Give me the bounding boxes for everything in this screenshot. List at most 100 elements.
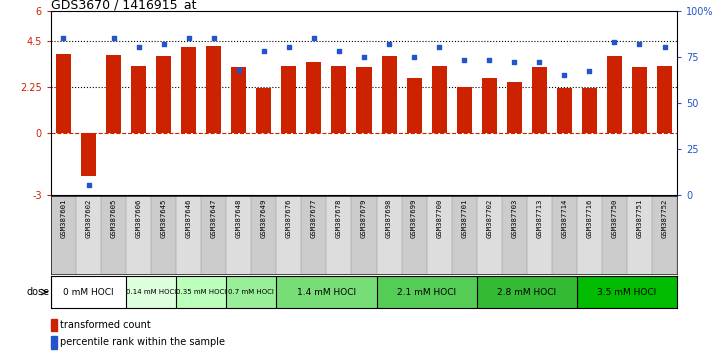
Bar bbox=[627, 196, 652, 274]
Point bbox=[158, 41, 170, 47]
Bar bbox=[507, 82, 522, 133]
Bar bbox=[51, 196, 76, 274]
Point bbox=[308, 35, 320, 41]
Text: GSM387601: GSM387601 bbox=[60, 199, 66, 238]
Text: GSM387750: GSM387750 bbox=[612, 199, 617, 238]
Text: GSM387606: GSM387606 bbox=[135, 199, 142, 238]
Bar bbox=[181, 47, 197, 133]
Text: GSM387702: GSM387702 bbox=[486, 199, 492, 238]
Bar bbox=[432, 66, 447, 133]
Bar bbox=[502, 196, 527, 274]
Bar bbox=[131, 66, 146, 133]
Point bbox=[659, 45, 670, 50]
Bar bbox=[357, 67, 371, 133]
Text: GSM387700: GSM387700 bbox=[436, 199, 442, 238]
Bar bbox=[201, 196, 226, 274]
Bar bbox=[352, 196, 376, 274]
Bar bbox=[277, 196, 301, 274]
Bar bbox=[406, 78, 422, 133]
Bar bbox=[456, 87, 472, 133]
Text: GSM387647: GSM387647 bbox=[210, 199, 217, 238]
Bar bbox=[477, 276, 577, 308]
Point bbox=[208, 35, 220, 41]
Bar bbox=[657, 66, 672, 133]
Text: GSM387699: GSM387699 bbox=[411, 199, 417, 238]
Text: GSM387649: GSM387649 bbox=[261, 199, 267, 238]
Point bbox=[58, 35, 69, 41]
Text: GSM387605: GSM387605 bbox=[111, 199, 116, 238]
Bar bbox=[126, 196, 151, 274]
Point bbox=[633, 41, 645, 47]
Text: transformed count: transformed count bbox=[60, 320, 151, 330]
Text: GDS3670 / 1416915_at: GDS3670 / 1416915_at bbox=[51, 0, 197, 11]
Point bbox=[358, 54, 370, 59]
Text: GSM387716: GSM387716 bbox=[586, 199, 593, 238]
Point bbox=[558, 72, 570, 78]
Point bbox=[584, 69, 596, 74]
Text: GSM387701: GSM387701 bbox=[461, 199, 467, 238]
Text: 1.4 mM HOCl: 1.4 mM HOCl bbox=[297, 287, 356, 297]
Bar bbox=[427, 196, 451, 274]
Bar bbox=[101, 196, 126, 274]
Text: GSM387714: GSM387714 bbox=[561, 199, 567, 238]
Bar bbox=[607, 56, 622, 133]
Bar bbox=[552, 196, 577, 274]
Text: GSM387677: GSM387677 bbox=[311, 199, 317, 238]
Bar bbox=[482, 78, 496, 133]
Bar bbox=[51, 336, 58, 349]
Point bbox=[83, 183, 95, 188]
Text: GSM387676: GSM387676 bbox=[286, 199, 292, 238]
Bar bbox=[51, 276, 126, 308]
Point bbox=[483, 57, 495, 63]
Bar bbox=[106, 55, 121, 133]
Point bbox=[333, 48, 345, 54]
Point bbox=[459, 57, 470, 63]
Bar bbox=[577, 276, 677, 308]
Bar bbox=[256, 88, 272, 133]
Point bbox=[233, 67, 245, 72]
Bar bbox=[126, 276, 176, 308]
Bar bbox=[226, 276, 277, 308]
Text: 0.14 mM HOCl: 0.14 mM HOCl bbox=[126, 289, 176, 295]
Text: 2.1 mM HOCl: 2.1 mM HOCl bbox=[397, 287, 456, 297]
Text: GSM387602: GSM387602 bbox=[85, 199, 92, 238]
Text: GSM387752: GSM387752 bbox=[662, 199, 668, 238]
Text: GSM387678: GSM387678 bbox=[336, 199, 342, 238]
Text: GSM387679: GSM387679 bbox=[361, 199, 367, 238]
Bar bbox=[151, 196, 176, 274]
Text: GSM387713: GSM387713 bbox=[537, 199, 542, 238]
Bar bbox=[326, 196, 352, 274]
Point bbox=[508, 59, 520, 65]
Point bbox=[609, 39, 620, 45]
Bar bbox=[281, 66, 296, 133]
Bar bbox=[531, 67, 547, 133]
Bar bbox=[232, 67, 246, 133]
Text: GSM387698: GSM387698 bbox=[386, 199, 392, 238]
Text: GSM387646: GSM387646 bbox=[186, 199, 191, 238]
Bar bbox=[632, 67, 647, 133]
Bar bbox=[277, 276, 376, 308]
Bar bbox=[51, 319, 58, 331]
Bar bbox=[527, 196, 552, 274]
Bar bbox=[301, 196, 326, 274]
Text: 0.7 mM HOCl: 0.7 mM HOCl bbox=[229, 289, 274, 295]
Bar bbox=[652, 196, 677, 274]
Bar bbox=[577, 196, 602, 274]
Bar bbox=[582, 88, 597, 133]
Text: 0 mM HOCl: 0 mM HOCl bbox=[63, 287, 114, 297]
Bar bbox=[557, 88, 572, 133]
Bar bbox=[176, 276, 226, 308]
Bar bbox=[477, 196, 502, 274]
Point bbox=[433, 45, 445, 50]
Bar bbox=[56, 53, 71, 133]
Text: GSM387703: GSM387703 bbox=[511, 199, 518, 238]
Point bbox=[283, 45, 295, 50]
Bar bbox=[402, 196, 427, 274]
Bar bbox=[376, 276, 477, 308]
Bar bbox=[81, 133, 96, 176]
Text: GSM387751: GSM387751 bbox=[636, 199, 643, 238]
Bar bbox=[602, 196, 627, 274]
Point bbox=[132, 45, 144, 50]
Text: GSM387645: GSM387645 bbox=[161, 199, 167, 238]
Point bbox=[408, 54, 420, 59]
